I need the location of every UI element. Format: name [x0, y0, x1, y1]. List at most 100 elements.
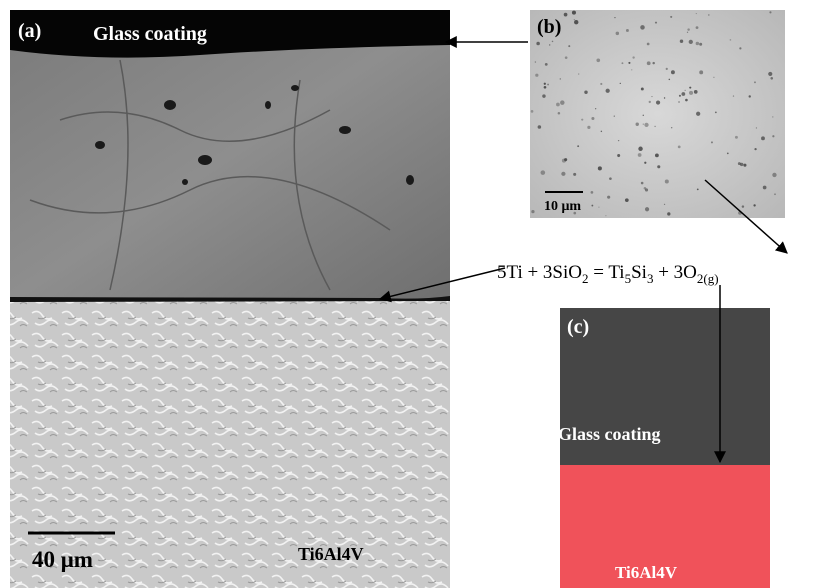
speck	[664, 97, 665, 98]
substrate-label: Ti6Al4V	[615, 563, 678, 582]
panel-label: (b)	[537, 16, 561, 38]
speck	[640, 25, 645, 30]
speck	[647, 43, 650, 46]
speck	[772, 135, 774, 137]
speck	[740, 163, 743, 166]
speck	[606, 89, 610, 93]
speck	[531, 210, 534, 213]
speck	[572, 11, 576, 15]
speck	[743, 164, 746, 167]
speck	[678, 101, 679, 102]
speck	[545, 63, 548, 66]
speck	[573, 173, 576, 176]
speck	[636, 123, 639, 126]
speck	[609, 177, 612, 180]
speck	[680, 40, 683, 43]
scale-label: 40 μm	[32, 547, 93, 572]
speck	[626, 29, 629, 32]
speck	[671, 70, 675, 74]
speck	[598, 207, 599, 208]
panel-label: (c)	[567, 316, 589, 338]
speck	[614, 17, 615, 18]
speck	[536, 42, 540, 46]
speck	[730, 39, 732, 41]
speck	[769, 11, 771, 13]
speck	[568, 45, 570, 47]
speck	[561, 172, 565, 176]
speck	[753, 204, 755, 206]
speck	[605, 215, 606, 216]
speck	[547, 84, 549, 86]
speck	[564, 13, 568, 17]
speck	[587, 126, 590, 129]
figure: (a) Glass coating 40 μm Ti6Al4V (b) 10 μ…	[0, 0, 837, 588]
speck	[685, 99, 688, 102]
coating-region	[560, 308, 770, 468]
panel-c: (c) Glass coating Ti6Al4V	[558, 308, 770, 588]
speck	[578, 73, 579, 74]
speck	[564, 158, 567, 161]
speck	[577, 145, 579, 147]
speck	[641, 182, 644, 185]
speck	[655, 153, 659, 157]
panel-a: (a) Glass coating 40 μm Ti6Al4V	[10, 10, 450, 588]
speck	[754, 81, 756, 83]
speck	[544, 83, 546, 85]
speck	[600, 83, 602, 85]
speck	[538, 125, 542, 129]
speck	[768, 72, 772, 76]
speck	[696, 13, 697, 14]
speck	[632, 56, 634, 58]
speck	[713, 77, 714, 78]
speck	[620, 83, 621, 84]
speck	[628, 62, 630, 64]
coating-label: Glass coating	[558, 424, 661, 444]
speck	[667, 212, 670, 215]
speck	[761, 136, 765, 140]
speck	[581, 119, 583, 121]
speck	[614, 115, 615, 116]
panel-label: (a)	[18, 20, 41, 42]
speck	[556, 103, 560, 107]
speck	[560, 100, 564, 104]
speck	[601, 131, 602, 132]
speck	[679, 95, 681, 97]
speck	[687, 28, 689, 30]
speck	[670, 16, 672, 18]
speck	[565, 56, 568, 59]
speck	[644, 187, 647, 190]
speck	[774, 193, 776, 195]
speck	[645, 207, 649, 211]
speck	[617, 154, 620, 157]
speck	[669, 79, 671, 81]
speck	[687, 32, 688, 33]
speck	[542, 94, 545, 97]
speck	[574, 19, 575, 20]
speck	[591, 205, 593, 207]
speck	[621, 62, 623, 64]
speck	[638, 147, 642, 151]
speck	[681, 92, 685, 96]
speck	[616, 32, 619, 35]
equation: 5Ti + 3SiO2 = Ti5Si3 + 3O2(g)	[497, 262, 719, 286]
speck	[591, 191, 594, 194]
speck	[671, 127, 672, 128]
speck	[735, 136, 738, 139]
substrate-label: Ti6Al4V	[298, 544, 364, 564]
speck	[696, 26, 699, 29]
speck	[654, 126, 655, 127]
panel-b: (b) 10 μm	[530, 10, 785, 218]
speck	[665, 179, 669, 183]
speck	[666, 68, 668, 70]
micrograph-b	[530, 10, 785, 218]
subscript: 2(g)	[697, 271, 719, 286]
speck	[772, 116, 773, 117]
speck	[733, 95, 734, 96]
speck	[643, 124, 644, 125]
speck	[689, 40, 693, 44]
speck	[535, 74, 538, 77]
speck	[596, 58, 600, 62]
speck	[552, 41, 554, 43]
equation-text: Si	[631, 262, 647, 283]
speck	[742, 205, 744, 207]
